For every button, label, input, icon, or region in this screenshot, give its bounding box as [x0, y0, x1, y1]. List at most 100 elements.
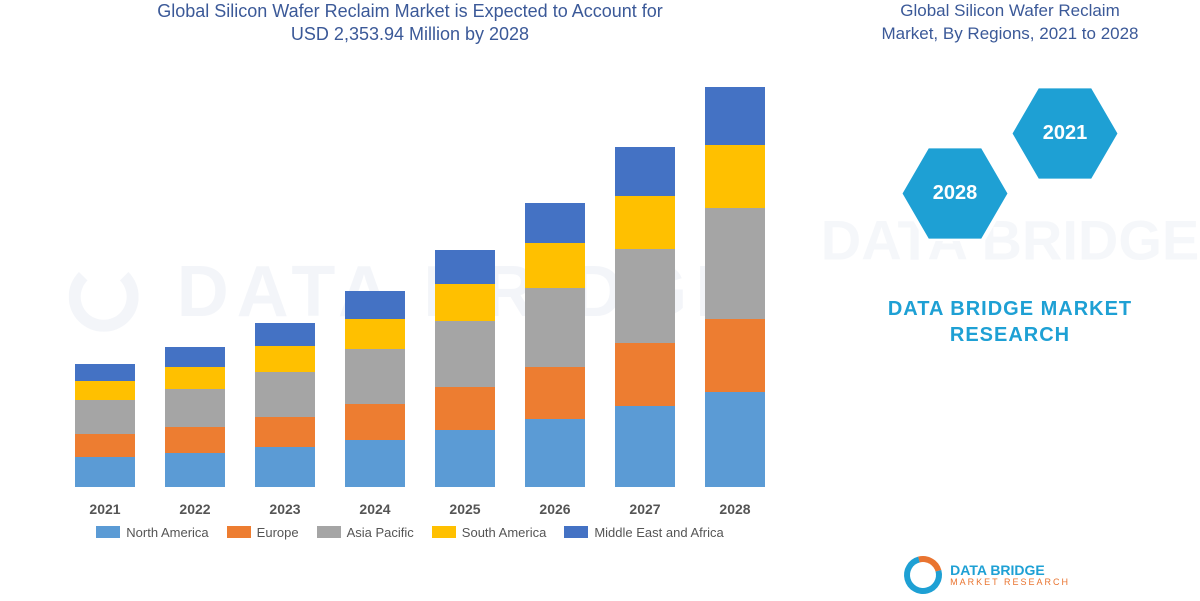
x-label: 2026	[510, 501, 600, 517]
legend-label: Europe	[257, 525, 299, 540]
bar-segment	[255, 372, 315, 417]
bar-group	[330, 291, 420, 487]
bar-segment	[345, 319, 405, 349]
bar-segment	[75, 434, 135, 457]
legend-label: South America	[462, 525, 547, 540]
chart-title-line2: USD 2,353.94 Million by 2028	[291, 24, 529, 44]
bar-segment	[165, 389, 225, 428]
legend-item: Europe	[227, 525, 299, 540]
x-label: 2027	[600, 501, 690, 517]
right-title: Global Silicon Wafer Reclaim Market, By …	[830, 0, 1190, 46]
brand-text: DATA BRIDGE MARKET RESEARCH	[830, 296, 1190, 348]
bars-container	[60, 77, 780, 487]
bar-segment	[255, 323, 315, 347]
chart-legend: North America Europe Asia Pacific South Ame…	[20, 525, 800, 540]
legend-item: Asia Pacific	[317, 525, 414, 540]
bar-segment	[705, 208, 765, 319]
chart-plot: 20212022202320242025202620272028	[20, 77, 800, 517]
bar-segment	[705, 392, 765, 486]
bar-group	[510, 203, 600, 487]
brand-line2: RESEARCH	[950, 324, 1070, 346]
x-label: 2023	[240, 501, 330, 517]
bar-segment	[75, 457, 135, 487]
right-panel: DATA BRIDGE Global Silicon Wafer Reclaim…	[820, 0, 1200, 600]
bar-stack	[165, 347, 225, 487]
bar-group	[600, 147, 690, 487]
bar-group	[240, 323, 330, 487]
bar-segment	[435, 430, 495, 487]
legend-label: Asia Pacific	[347, 525, 414, 540]
bar-segment	[435, 250, 495, 284]
chart-title: Global Silicon Wafer Reclaim Market is E…	[20, 0, 800, 47]
bar-segment	[705, 145, 765, 207]
hex-2028-label: 2028	[933, 182, 978, 205]
bar-stack	[615, 147, 675, 487]
legend-label: Middle East and Africa	[594, 525, 723, 540]
bar-segment	[615, 196, 675, 249]
bar-segment	[345, 440, 405, 487]
brand-line1: DATA BRIDGE MARKET	[888, 298, 1132, 320]
legend-item: South America	[432, 525, 547, 540]
chart-panel: Global Silicon Wafer Reclaim Market is E…	[0, 0, 820, 600]
hex-2028: 2028	[900, 146, 1010, 241]
bar-segment	[255, 346, 315, 371]
legend-swatch	[317, 526, 341, 538]
chart-title-line1: Global Silicon Wafer Reclaim Market is E…	[157, 1, 663, 21]
bar-stack	[255, 323, 315, 487]
hex-2021: 2021	[1010, 86, 1120, 181]
bar-segment	[345, 291, 405, 319]
bar-segment	[615, 343, 675, 405]
legend-item: North America	[96, 525, 208, 540]
legend-swatch	[564, 526, 588, 538]
legend-swatch	[227, 526, 251, 538]
bar-segment	[165, 453, 225, 487]
footer-ring-icon	[897, 549, 949, 601]
bar-segment	[255, 447, 315, 487]
bar-segment	[525, 243, 585, 287]
bar-stack	[435, 250, 495, 487]
bar-segment	[435, 284, 495, 321]
x-label: 2028	[690, 501, 780, 517]
bar-group	[150, 347, 240, 487]
bar-segment	[75, 381, 135, 400]
x-label: 2022	[150, 501, 240, 517]
right-title-line1: Global Silicon Wafer Reclaim	[900, 1, 1120, 20]
bar-segment	[525, 288, 585, 367]
legend-swatch	[96, 526, 120, 538]
bar-segment	[345, 404, 405, 440]
bar-group	[60, 364, 150, 487]
legend-swatch	[432, 526, 456, 538]
legend-item: Middle East and Africa	[564, 525, 723, 540]
bar-segment	[255, 417, 315, 447]
bar-segment	[165, 347, 225, 367]
hex-2021-label: 2021	[1043, 122, 1088, 145]
bar-group	[420, 250, 510, 487]
footer-logo: DATA BRIDGE MARKET RESEARCH	[904, 556, 1070, 594]
x-label: 2024	[330, 501, 420, 517]
bar-segment	[165, 427, 225, 452]
right-title-line2: Market, By Regions, 2021 to 2028	[881, 24, 1138, 43]
bar-segment	[75, 364, 135, 381]
bar-segment	[75, 400, 135, 434]
bar-segment	[435, 387, 495, 430]
bar-stack	[705, 87, 765, 487]
legend-label: North America	[126, 525, 208, 540]
bar-segment	[615, 406, 675, 487]
bar-segment	[615, 147, 675, 196]
footer-brand-bottom: MARKET RESEARCH	[950, 577, 1070, 587]
hex-badges: 2028 2021	[830, 76, 1190, 276]
bar-segment	[705, 319, 765, 393]
bar-segment	[705, 87, 765, 145]
bar-segment	[525, 367, 585, 419]
bar-segment	[165, 367, 225, 389]
bar-segment	[345, 349, 405, 404]
bar-stack	[525, 203, 585, 487]
bar-segment	[435, 321, 495, 387]
bar-stack	[345, 291, 405, 487]
bar-segment	[525, 419, 585, 487]
footer-brand-top: DATA BRIDGE	[950, 563, 1070, 577]
bar-stack	[75, 364, 135, 487]
bar-segment	[615, 249, 675, 343]
x-axis-labels: 20212022202320242025202620272028	[60, 501, 780, 517]
x-label: 2025	[420, 501, 510, 517]
